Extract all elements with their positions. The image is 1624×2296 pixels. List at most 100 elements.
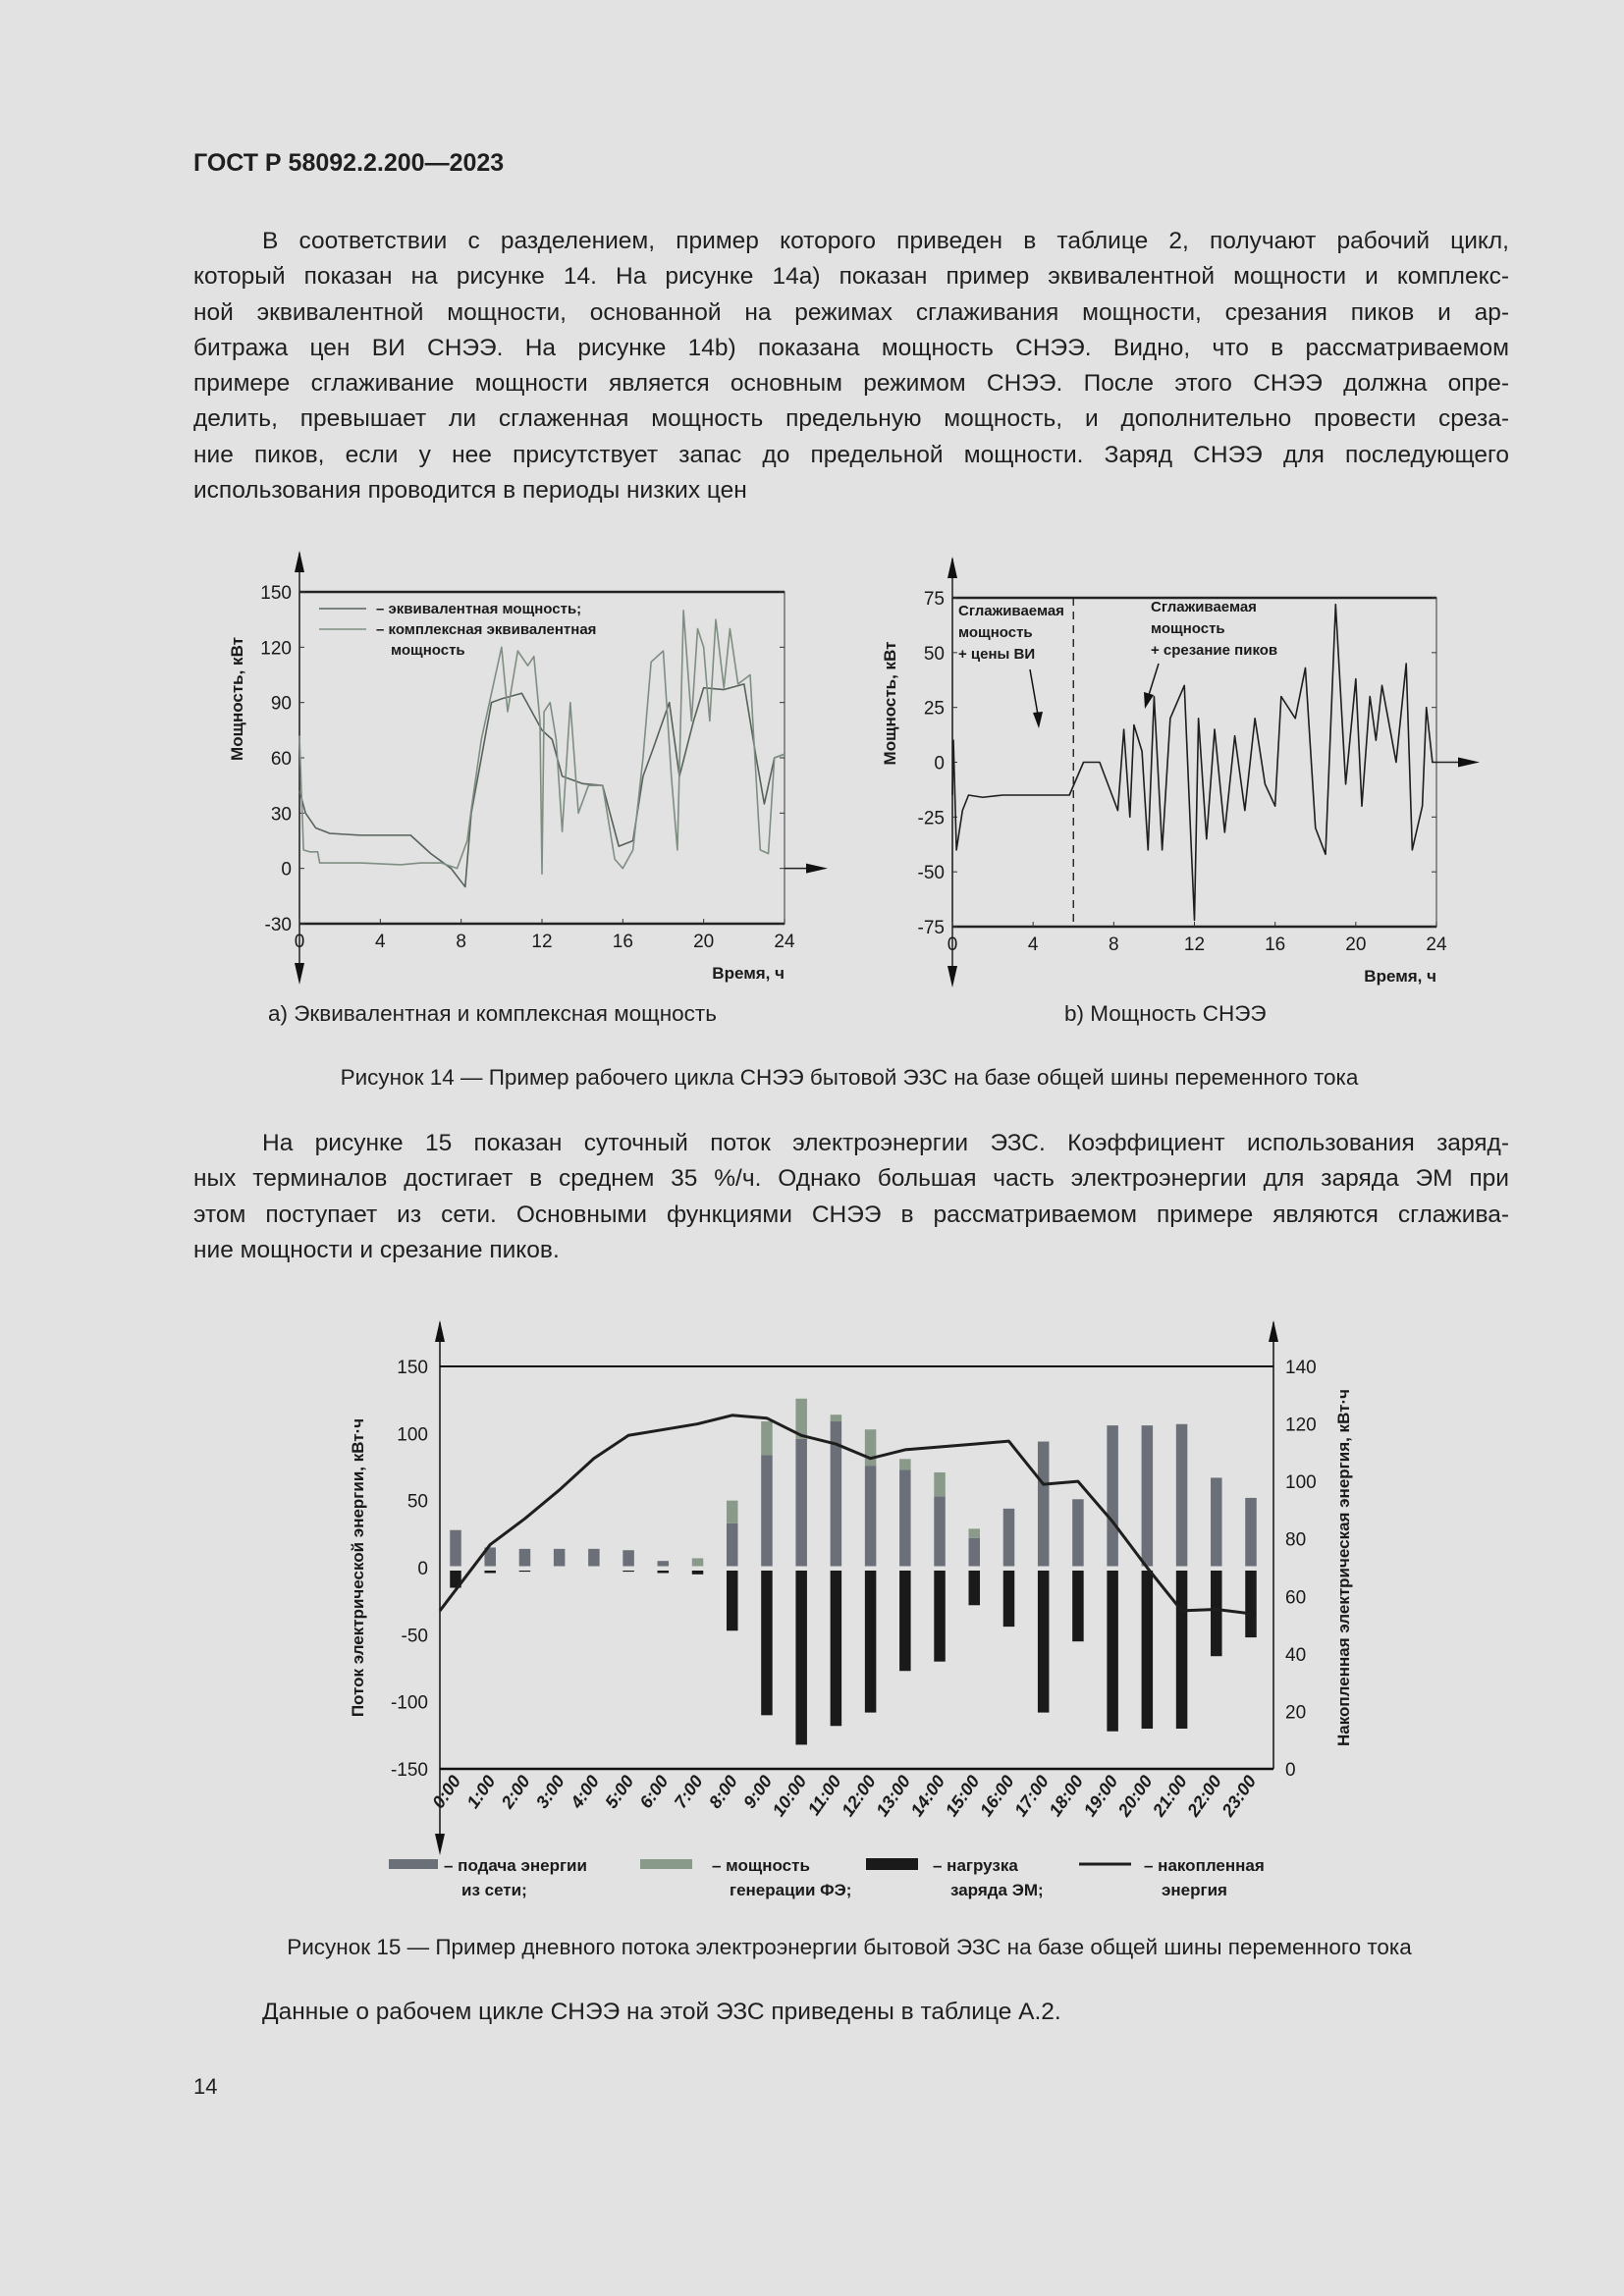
bar-ev-charging-load [934,1571,946,1662]
x-tick-label: 18:00 [1045,1772,1087,1820]
annotation-text: мощность [958,624,1033,641]
legend-text: – мощность [712,1856,810,1875]
x-tick-label: 8:00 [705,1772,741,1812]
x-tick-label: 24 [774,932,795,952]
legend-text: – накопленная [1144,1856,1265,1875]
bar-grid-supply [657,1561,670,1567]
arrow-head-icon [1033,712,1043,728]
paragraph-line: На рисунке 15 показан суточный поток эле… [262,1130,1509,1156]
bar-grid-supply [1002,1508,1015,1567]
bar-grid-supply [899,1469,911,1567]
x-tick-label: 0:00 [428,1772,464,1812]
x-tick-label: 16:00 [976,1772,1018,1820]
x-tick-label: 22:00 [1183,1772,1225,1821]
axis-arrow-up-icon [295,551,304,572]
y-tick-label: -50 [918,863,945,883]
bar-ev-charging-load [761,1571,773,1716]
legend-text: – нагрузка [933,1856,1018,1875]
x-axis-label: Время, ч [1364,967,1436,986]
series-line-0 [298,683,785,888]
x-axis-label: Время, ч [712,964,785,983]
series-line-1 [298,609,785,876]
x-tick-label: 24 [1426,934,1447,955]
bar-grid-supply [1175,1423,1188,1567]
bar-grid-supply [588,1548,600,1567]
x-tick-label: 1:00 [462,1772,499,1812]
x-tick-label: 21:00 [1148,1772,1190,1821]
y2-tick-label: 60 [1285,1587,1306,1608]
axis-arrow-right-icon [1458,757,1480,768]
figure-15-caption: Рисунок 15 — Пример дневного потока элек… [287,1935,1412,1959]
axis-arrow-down-icon [295,963,304,985]
y2-tick-label: 120 [1285,1415,1317,1436]
x-tick-label: 14:00 [907,1772,949,1820]
bar-grid-supply [968,1537,981,1567]
bar-grid-supply [484,1547,496,1567]
x-tick-label: 20 [1345,934,1366,955]
y-tick-label: 0 [934,754,945,774]
annotation-text: Сглаживаемая [1151,599,1257,615]
bar-ev-charging-load [795,1571,807,1745]
legend-swatch-grid [389,1859,438,1869]
legend-text: – эквивалентная мощность; [376,601,581,617]
bar-ev-charging-load [1175,1571,1188,1729]
legend-text: из сети; [461,1881,527,1899]
x-tick-label: 20 [693,932,714,952]
y2-tick-label: 80 [1285,1530,1306,1551]
bar-pv-generation [899,1459,911,1470]
accumulated-energy-line [438,1414,1252,1616]
annotation-text: мощность [1151,620,1225,637]
axis-arrow-right-icon [806,863,828,874]
x-tick-label: 0 [295,932,305,952]
bar-ev-charging-load [726,1571,738,1631]
bar-ev-charging-load [657,1571,670,1574]
bar-grid-supply [1107,1425,1118,1567]
x-tick-label: 4 [375,932,386,952]
bar-pv-generation [691,1558,704,1567]
annotation-text: + срезание пиков [1151,642,1277,659]
chart-1: -75 -50 -25 0 25 50 75 0 4 8 12 16 20 24 Время, ч Мощно… [881,559,1476,986]
arrow-head-icon [1144,692,1154,709]
paragraph-line: битража цен ВИ СНЭЭ. На рисунке 14b) пок… [193,334,1509,361]
paragraph-1: В соответствии с разделением, пример кот… [193,224,1509,508]
y-tick-label: 30 [271,804,292,825]
bar-grid-supply [934,1496,946,1567]
y-tick-label: 25 [924,699,945,720]
legend-text: генерации ФЭ; [730,1881,851,1899]
y-axis-label: Мощность, кВт [881,642,899,766]
paragraph-line: ние пиков, если у нее присутствует запас… [193,441,1509,468]
bar-grid-supply [1141,1425,1154,1567]
paragraph-2: На рисунке 15 показан суточный поток эле… [193,1126,1509,1268]
bar-grid-supply [795,1438,807,1567]
x-tick-label: 13:00 [872,1772,914,1820]
bar-ev-charging-load [518,1571,531,1573]
paragraph-line: этом поступает из сети. Основными функци… [193,1201,1509,1228]
axis-arrow-up-icon [435,1320,445,1342]
x-tick-label: 11:00 [804,1772,845,1819]
x-tick-label: 19:00 [1080,1772,1122,1820]
axis-arrow-up-icon [1269,1320,1278,1342]
y-tick-label: 75 [924,589,945,610]
bar-pv-generation [968,1528,981,1538]
bar-pv-generation [726,1500,738,1523]
bar-ev-charging-load [1072,1571,1084,1642]
x-tick-label: 8 [1109,934,1119,955]
paragraph-line: использования проводится в периоды низки… [193,477,747,505]
axis-arrow-up-icon [947,557,957,578]
annotation-text: + цены ВИ [958,646,1035,663]
axis-arrow-down-icon [947,966,957,988]
y-tick-label: -75 [918,918,945,938]
bar-grid-supply [864,1466,877,1567]
x-tick-label: 10:00 [769,1772,811,1820]
x-tick-label: 12 [1184,934,1205,955]
bar-ev-charging-load [1211,1571,1222,1657]
y-tick-label: 150 [260,583,292,604]
paragraph-line: который показан на рисунке 14. На рисунк… [193,263,1509,291]
bar-grid-supply [1072,1499,1084,1567]
y-tick-label: -25 [918,808,945,828]
x-tick-label: 16 [613,932,633,952]
bar-ev-charging-load [864,1571,877,1713]
y-tick-label: 150 [397,1358,428,1378]
y-tick-label: 0 [281,860,292,881]
